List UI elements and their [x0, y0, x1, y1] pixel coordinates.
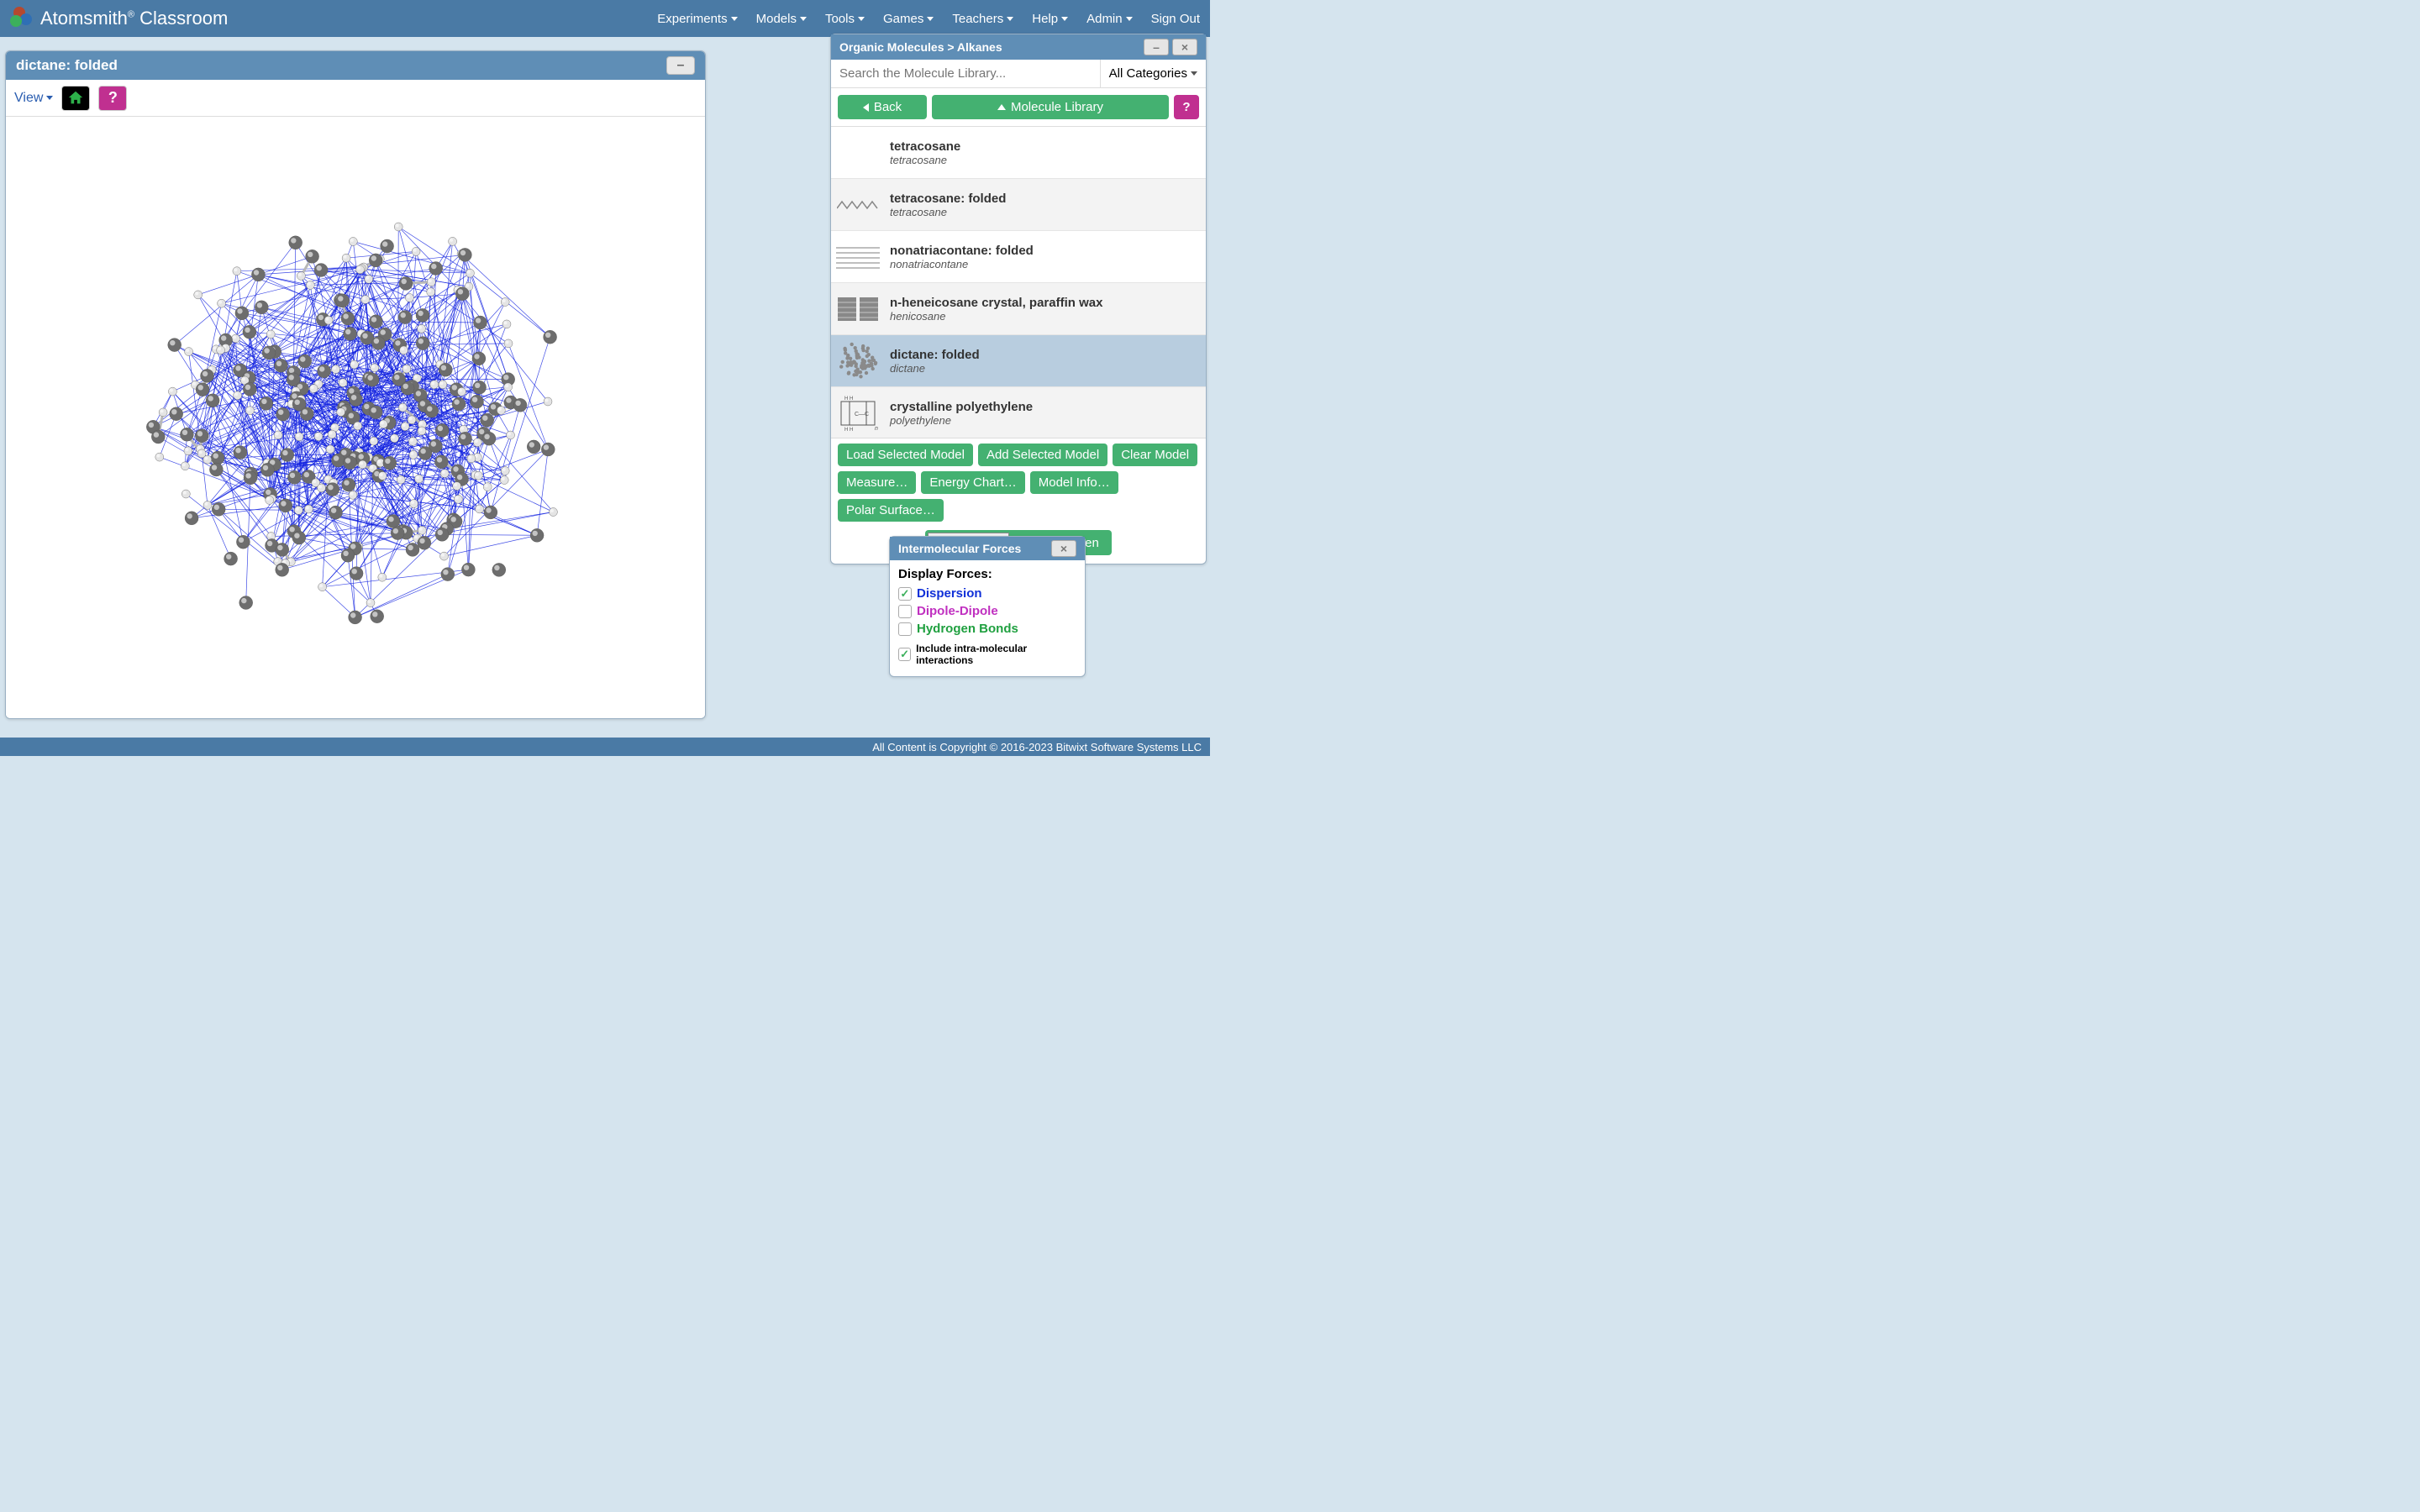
brand: Atomsmith® Classroom [10, 7, 228, 30]
list-item[interactable]: H H H H C—C n crystalline polyethylenepolyet… [831, 387, 1206, 438]
molecule-list[interactable]: tetracosanetetracosanetetracosane: folde… [831, 126, 1206, 438]
brand-logo-icon [10, 7, 34, 30]
item-subtitle: dictane [890, 362, 980, 375]
panel-minimize-button[interactable]: – [1144, 39, 1169, 55]
item-subtitle: polyethylene [890, 414, 1033, 427]
intra-checkbox[interactable] [898, 648, 911, 661]
nav-tools[interactable]: Tools [825, 12, 865, 26]
polar-surface-button[interactable]: Polar Surface… [838, 499, 944, 522]
nav-sign-out[interactable]: Sign Out [1151, 12, 1200, 26]
item-title: crystalline polyethylene [890, 400, 1033, 414]
svg-text:H H: H H [844, 396, 853, 402]
window-header: dictane: folded – [6, 51, 705, 80]
svg-text:H H: H H [844, 428, 853, 432]
category-select[interactable]: All Categories [1100, 60, 1206, 87]
library-actions: Load Selected ModelAdd Selected Model Cle… [831, 438, 1206, 530]
minimize-button[interactable]: – [666, 56, 695, 75]
top-nav-bar: Atomsmith® Classroom Experiments Models To… [0, 0, 1210, 37]
load-selected-modelbutton[interactable]: Load Selected Model [838, 444, 973, 466]
copyright: All Content is Copyright © 2016-2023 Bit… [872, 741, 1202, 753]
nav-menu: Experiments Models Tools Games Teachers Help A… [657, 12, 1200, 26]
list-item[interactable]: nonatriacontane: foldednonatriacontane [831, 231, 1206, 283]
force-label: Dispersion [917, 586, 982, 601]
forces-panel: Intermolecular Forces × Display Forces: … [889, 536, 1086, 677]
list-item[interactable]: n-heneicosane crystal, paraffin waxhenic… [831, 283, 1206, 335]
intra-label: Include intra-molecular interactions [916, 643, 1076, 666]
item-title: dictane: folded [890, 348, 980, 362]
item-title: tetracosane [890, 139, 960, 154]
help-button[interactable]: ? [98, 86, 127, 111]
view-menu[interactable]: View [14, 91, 53, 106]
force-checkbox[interactable] [898, 622, 912, 636]
molecule-thumb [834, 234, 881, 281]
forces-header: Intermolecular Forces × [890, 537, 1085, 560]
item-subtitle: nonatriacontane [890, 258, 1034, 270]
molecule-library-panel: Organic Molecules > Alkanes – × All Cate… [830, 34, 1207, 564]
molecule-thumb [834, 286, 881, 333]
nav-admin[interactable]: Admin [1086, 12, 1133, 26]
item-title: nonatriacontane: folded [890, 244, 1034, 258]
forces-heading: Display Forces: [898, 567, 1076, 581]
viewer-toolbar: View ? [6, 80, 705, 117]
molecule-thumb [834, 181, 881, 228]
molecule-render [61, 140, 650, 695]
molecule-thumb [834, 129, 881, 176]
force-checkbox[interactable] [898, 605, 912, 618]
nav-teachers[interactable]: Teachers [952, 12, 1013, 26]
model-viewer-window: dictane: folded – View ? [5, 50, 706, 719]
chevron-left-icon [863, 103, 869, 112]
clear-modelbutton[interactable]: Clear Model [1113, 444, 1197, 466]
nav-help[interactable]: Help [1032, 12, 1068, 26]
panel-close-button[interactable]: × [1172, 39, 1197, 55]
footer: All Content is Copyright © 2016-2023 Bit… [0, 738, 1210, 756]
library-header: Organic Molecules > Alkanes – × [831, 34, 1206, 60]
item-title: n-heneicosane crystal, paraffin wax [890, 296, 1102, 310]
nav-games[interactable]: Games [883, 12, 934, 26]
chevron-up-icon [997, 104, 1006, 110]
brand-title: Atomsmith® Classroom [40, 8, 228, 29]
item-subtitle: henicosane [890, 310, 1102, 323]
forces-close-button[interactable]: × [1051, 540, 1076, 557]
nav-experiments[interactable]: Experiments [657, 12, 737, 26]
library-help-button[interactable]: ? [1174, 95, 1199, 119]
forces-title: Intermolecular Forces [898, 542, 1021, 555]
item-subtitle: tetracosane [890, 206, 1006, 218]
molecule-library-button[interactable]: Molecule Library [932, 95, 1169, 119]
force-label: Dipole-Dipole [917, 604, 998, 618]
add-selected-modelbutton[interactable]: Add Selected Model [978, 444, 1107, 466]
molecule-thumb: H H H H C—C n [834, 390, 881, 437]
home-icon [66, 89, 85, 108]
nav-models[interactable]: Models [756, 12, 807, 26]
item-title: tetracosane: folded [890, 192, 1006, 206]
breadcrumb: Organic Molecules > Alkanes [839, 40, 1002, 54]
energy-chart-button[interactable]: Energy Chart… [921, 471, 1024, 494]
svg-text:n: n [875, 426, 878, 432]
list-item[interactable]: tetracosane: foldedtetracosane [831, 179, 1206, 231]
model-info-button[interactable]: Model Info… [1030, 471, 1118, 494]
list-item[interactable]: tetracosanetetracosane [831, 127, 1206, 179]
window-title: dictane: folded [16, 57, 118, 74]
list-item[interactable]: dictane: foldeddictane [831, 335, 1206, 387]
item-subtitle: tetracosane [890, 154, 960, 166]
measure-button[interactable]: Measure… [838, 471, 916, 494]
home-button[interactable] [61, 86, 90, 111]
molecule-viewport[interactable] [6, 117, 705, 718]
search-input[interactable] [831, 60, 1100, 87]
molecule-thumb [834, 338, 881, 385]
svg-text:C—C: C—C [855, 412, 869, 417]
force-label: Hydrogen Bonds [917, 622, 1018, 636]
back-button[interactable]: Back [838, 95, 927, 119]
force-checkbox[interactable] [898, 587, 912, 601]
